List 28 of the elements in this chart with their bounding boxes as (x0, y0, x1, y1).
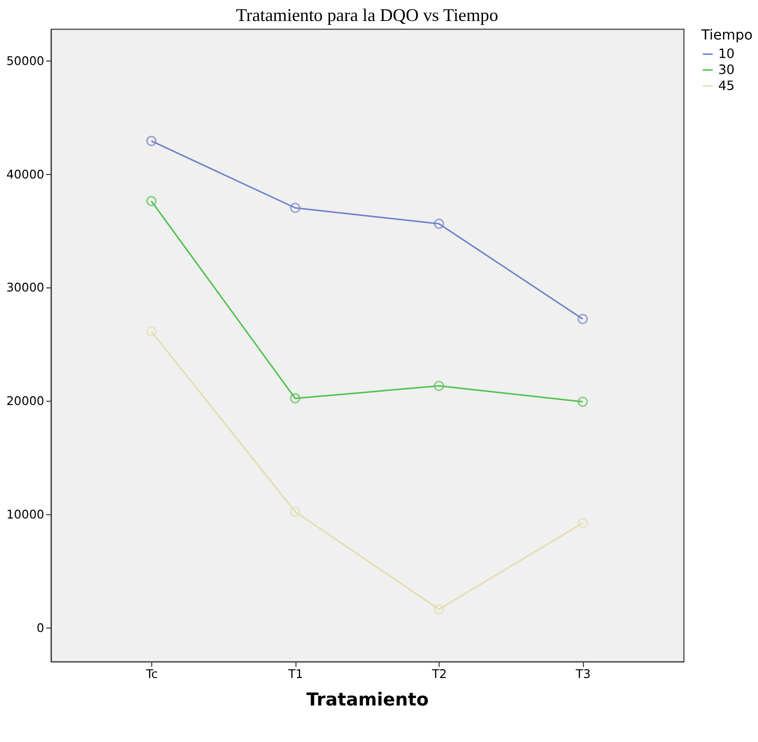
x-tick-label: T2 (431, 666, 447, 681)
y-tick-label: 40000 (6, 167, 44, 182)
y-tick-label: 10000 (6, 507, 44, 522)
y-tick-label: 20000 (6, 394, 44, 408)
point (434, 604, 444, 614)
point (578, 314, 588, 324)
x-tick-label: T1 (287, 666, 304, 681)
legend-label: 30 (718, 63, 735, 78)
point (578, 518, 588, 528)
x-tick-label: Tc (144, 666, 158, 681)
point (290, 506, 300, 517)
x-axis-title: Tratamiento (306, 690, 429, 711)
x-tick-label: T3 (574, 666, 591, 681)
chart-title: Tratamiento para la DQO vs Tiempo (236, 4, 498, 25)
point (146, 136, 157, 146)
point (146, 326, 157, 337)
point (146, 196, 157, 206)
point (434, 380, 444, 392)
legend-label: 10 (718, 47, 735, 62)
legend-label: 45 (718, 78, 735, 94)
y-tick-label: 30000 (6, 280, 44, 295)
y-tick-label: 0 (36, 620, 44, 635)
point (434, 218, 444, 229)
point (290, 202, 300, 214)
legend-title: Tiempo (700, 28, 753, 44)
point (290, 393, 300, 404)
point (578, 396, 588, 407)
y-tick-label: 50000 (6, 54, 44, 68)
